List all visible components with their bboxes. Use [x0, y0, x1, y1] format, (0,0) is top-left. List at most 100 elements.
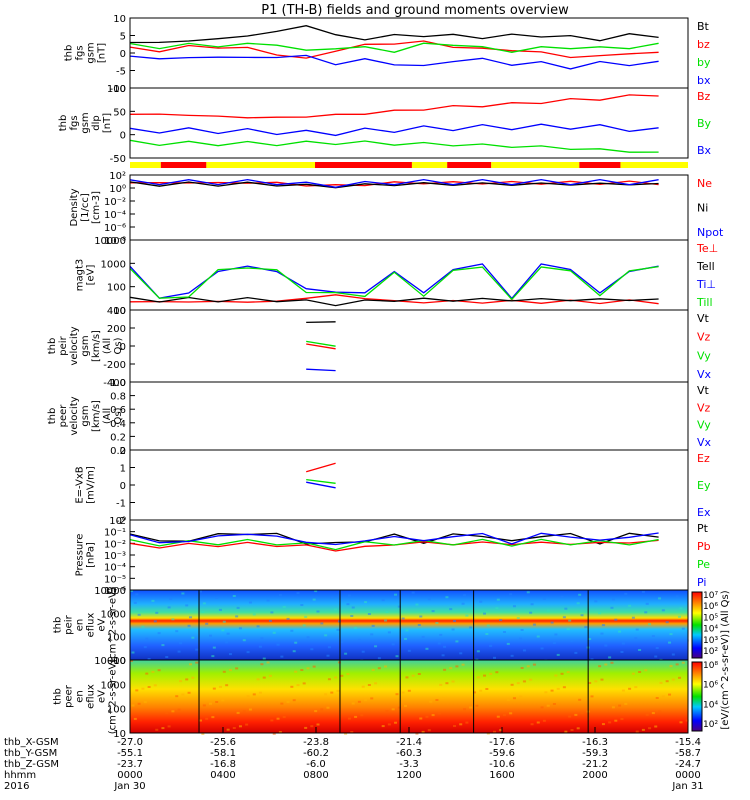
spectrogram-cell — [189, 616, 193, 619]
spectrogram-cell — [476, 676, 480, 679]
spectrogram-cell — [276, 717, 280, 720]
spectrogram-cell — [489, 644, 493, 647]
y-axis-label: thb fgs gsm [nT] — [64, 42, 108, 63]
spectrogram-cell — [661, 695, 665, 698]
x-tick-label: -55.1 — [117, 748, 143, 759]
spectrogram-cell — [550, 621, 554, 624]
spectrogram-cell — [252, 693, 256, 696]
y-tick-label: -50 — [110, 154, 126, 165]
spectrogram-cell — [361, 685, 365, 688]
y-tick-label: 10⁻¹ — [104, 528, 126, 539]
series-line-Te⊥ — [129, 294, 659, 305]
spectrogram-cell — [685, 639, 689, 642]
series-line-Ex — [306, 482, 570, 488]
spectrogram-cell — [443, 668, 447, 671]
spectrogram-cell — [278, 594, 282, 597]
spectrogram-cell — [451, 680, 455, 683]
spectrogram-cell — [631, 616, 635, 619]
spectrogram-cell — [529, 611, 533, 614]
spectrogram-cell — [560, 595, 564, 598]
spectrogram-cell — [479, 689, 483, 692]
spectrogram-cell — [608, 721, 612, 724]
y-axis-label-line: [km/s] — [91, 330, 102, 362]
spectrogram-cell — [232, 595, 236, 597]
colorbar — [691, 661, 703, 732]
spectrogram-cell — [236, 606, 240, 609]
spectrogram-cell — [655, 647, 659, 649]
y-axis-label-line: peer — [64, 684, 75, 708]
y-axis-label-line: peir — [64, 614, 75, 634]
spectrogram-cell — [576, 602, 580, 605]
y-tick-label: 2 — [120, 446, 126, 457]
spectrogram-cell — [360, 714, 364, 717]
mode-bar-segment — [206, 162, 316, 168]
x-tick-label: 0000 — [117, 770, 142, 781]
panel-2: 100 50 0 -50 thb fgs gsm dlp [nT] Bz By Bx — [58, 84, 712, 165]
spectrogram-cell — [492, 730, 496, 733]
y-tick-label: 10000 — [94, 656, 126, 667]
spectrogram-cell — [347, 594, 351, 597]
spectrogram-cell — [364, 699, 368, 702]
spectrogram-cell — [377, 657, 381, 660]
mode-bar-segment — [620, 162, 688, 168]
spectrogram-cell — [151, 670, 155, 673]
spectrogram-cell — [654, 655, 658, 658]
spectrogram-cell — [130, 590, 133, 592]
y-axis-label-line: (cm^2-s-sr-eV) — [108, 659, 119, 735]
x-tick-label: -21.4 — [396, 737, 422, 748]
spectrogram-cell — [601, 624, 605, 627]
spectrogram-cell — [324, 634, 328, 637]
x-tick-label: 0000 — [675, 770, 700, 781]
series-line-Vt — [306, 322, 570, 323]
spectrogram-cell — [394, 593, 398, 596]
y-tick-label: 10 — [113, 306, 126, 317]
series-line-Ne — [129, 180, 659, 187]
spectrogram-cell — [658, 710, 662, 713]
spectrogram-cell — [600, 678, 604, 681]
spectrogram-cell — [618, 630, 622, 633]
x-tick-label: -10.6 — [489, 759, 515, 770]
spectrogram-cell — [614, 618, 618, 621]
x-tick-label: -21.2 — [582, 759, 608, 770]
panel-7: 2 1 0 -1 -2 E=-VxB [mV/m] Ez Ey Ex — [75, 446, 711, 527]
spectrogram-cell — [509, 712, 513, 715]
x-tick-label: 1600 — [489, 770, 514, 781]
y-tick-label: 1 — [120, 464, 126, 475]
spectrogram-cell — [304, 615, 308, 618]
x-row-label: hhmm — [4, 770, 36, 781]
spectrogram-cell — [554, 633, 558, 636]
spectrogram-cell — [290, 685, 294, 688]
spectrogram-cell — [401, 691, 405, 694]
spectrogram-cell — [437, 712, 441, 715]
spectrogram-cell — [327, 678, 331, 681]
series-line-Vz — [306, 344, 570, 349]
y-axis-label: thb peer en eflux eV (cm^2-s-sr-eV) — [53, 659, 119, 735]
x-tick-label: -15.4 — [675, 737, 701, 748]
spectrogram-cell — [675, 663, 679, 666]
spectrogram-cell — [235, 667, 239, 670]
spectrogram-cell — [371, 624, 375, 627]
spectrogram-cell — [530, 603, 534, 606]
spectrogram-cell — [516, 617, 520, 620]
spectrogram-cell — [453, 620, 457, 622]
spectrogram-cell — [145, 672, 149, 675]
legend-entry: Bx — [697, 144, 712, 157]
spectrogram-cell — [417, 673, 421, 675]
spectrogram-cell — [655, 697, 659, 699]
spectrogram-cell — [391, 708, 395, 711]
spectrogram-cell — [620, 718, 624, 720]
spectrogram-cell — [330, 596, 334, 599]
spectrogram-cell — [384, 619, 388, 622]
series-line-Ez — [306, 463, 570, 472]
spectrogram-cell — [218, 608, 222, 611]
spectrogram-cell — [385, 710, 389, 712]
y-tick-label: 10 — [113, 729, 126, 740]
spectrogram-cell — [133, 717, 137, 720]
spectrogram-cell — [610, 661, 614, 664]
spectrogram-cell — [659, 681, 663, 684]
spectrogram-cell — [361, 650, 365, 653]
spectrogram-cell — [272, 732, 276, 735]
spectrogram-cell — [519, 695, 523, 698]
spectrogram-cell — [661, 609, 665, 612]
